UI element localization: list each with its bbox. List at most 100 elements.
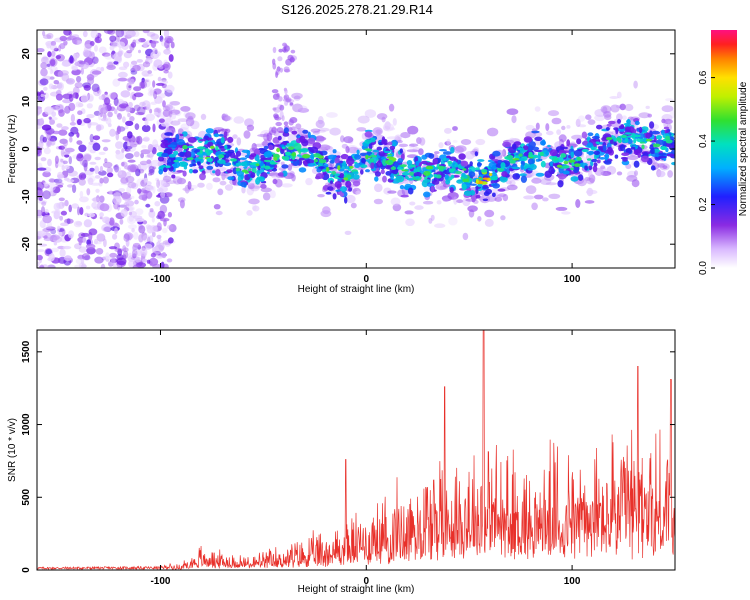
heatmap-cell bbox=[535, 172, 545, 177]
heatmap-cell bbox=[71, 65, 78, 71]
heatmap-cell bbox=[138, 234, 144, 243]
heatmap-cell bbox=[40, 157, 47, 162]
heatmap-cell bbox=[409, 143, 419, 147]
heatmap-cell bbox=[37, 230, 46, 237]
heatmap-cell bbox=[115, 56, 122, 62]
heatmap-cell bbox=[46, 140, 50, 149]
heatmap-cell bbox=[665, 98, 674, 102]
heatmap-cell bbox=[340, 186, 347, 192]
heatmap-cell bbox=[163, 167, 168, 173]
heatmap-cell bbox=[80, 67, 84, 75]
heatmap-cell bbox=[596, 159, 601, 164]
heatmap-cell bbox=[80, 232, 90, 237]
heatmap-cell bbox=[125, 120, 134, 126]
heatmap-cell bbox=[380, 169, 385, 175]
heatmap-cell bbox=[520, 164, 524, 171]
heatmap-cell bbox=[95, 124, 102, 132]
heatmap-cell bbox=[104, 158, 108, 164]
heatmap-cell bbox=[51, 50, 56, 57]
heatmap-cell bbox=[639, 141, 646, 144]
heatmap-cell bbox=[430, 214, 435, 221]
heatmap-cell bbox=[171, 113, 177, 120]
heatmap-cell bbox=[484, 218, 494, 227]
y-tick-label: -20 bbox=[21, 237, 32, 252]
heatmap-cell bbox=[158, 118, 165, 123]
heatmap-cell bbox=[360, 164, 368, 168]
heatmap-cell bbox=[475, 138, 486, 146]
heatmap-cell bbox=[167, 237, 174, 244]
heatmap-cell bbox=[147, 172, 153, 176]
heatmap-cell bbox=[154, 201, 161, 207]
heatmap-cell bbox=[650, 165, 656, 171]
heatmap-cell bbox=[60, 222, 69, 227]
y-tick-label: 1500 bbox=[21, 340, 32, 363]
heatmap-cell bbox=[138, 38, 146, 43]
heatmap-cell bbox=[396, 139, 403, 144]
heatmap-cell bbox=[556, 164, 563, 168]
heatmap-cell bbox=[75, 101, 82, 108]
heatmap-cell bbox=[168, 101, 174, 110]
heatmap-cell bbox=[452, 139, 458, 143]
heatmap-cell bbox=[525, 124, 535, 131]
heatmap-cell bbox=[586, 158, 592, 161]
heatmap-cell bbox=[535, 122, 540, 130]
heatmap-cell bbox=[520, 175, 528, 183]
heatmap-cell bbox=[59, 35, 68, 42]
heatmap-cell bbox=[151, 247, 156, 252]
heatmap-cell bbox=[126, 185, 132, 195]
heatmap-cell bbox=[74, 82, 83, 89]
heatmap-cell bbox=[103, 226, 111, 232]
heatmap-cell bbox=[161, 139, 169, 144]
heatmap-cell bbox=[58, 231, 63, 237]
heatmap-cell bbox=[163, 192, 172, 197]
heatmap-cell bbox=[135, 208, 144, 216]
heatmap-cell bbox=[547, 144, 551, 148]
heatmap-cell bbox=[442, 151, 452, 155]
heatmap-cell bbox=[156, 222, 162, 231]
heatmap-cell bbox=[180, 106, 191, 112]
heatmap-cell bbox=[157, 187, 164, 193]
heatmap-cell bbox=[568, 159, 576, 163]
heatmap-cell bbox=[462, 232, 469, 241]
heatmap-cell bbox=[352, 171, 359, 175]
heatmap-cell bbox=[42, 136, 47, 143]
heatmap-cell bbox=[604, 153, 610, 160]
heatmap-cell bbox=[650, 147, 655, 154]
snr-series-line bbox=[37, 330, 675, 570]
heatmap-cell bbox=[116, 257, 127, 266]
heatmap-cell bbox=[205, 128, 214, 134]
heatmap-cell bbox=[163, 69, 169, 74]
heatmap-cell bbox=[656, 170, 666, 178]
heatmap-cell bbox=[475, 194, 481, 199]
heatmap-cell bbox=[41, 201, 47, 206]
heatmap-cell bbox=[213, 133, 220, 138]
heatmap-cell bbox=[428, 153, 435, 159]
heatmap-cell bbox=[591, 158, 598, 163]
heatmap-cell bbox=[132, 64, 141, 72]
heatmap-cell bbox=[138, 225, 146, 234]
heatmap-cell bbox=[102, 216, 111, 224]
heatmap-cell bbox=[133, 231, 139, 240]
heatmap-cell bbox=[450, 174, 455, 179]
heatmap-cell bbox=[226, 169, 233, 174]
heatmap-cell bbox=[86, 103, 93, 109]
heatmap-cell bbox=[136, 106, 146, 115]
heatmap-cell bbox=[37, 261, 41, 267]
heatmap-cell bbox=[54, 209, 61, 216]
heatmap-cell bbox=[506, 184, 518, 191]
heatmap-cell bbox=[431, 179, 440, 185]
heatmap-cell bbox=[263, 159, 271, 163]
heatmap-cell bbox=[37, 209, 43, 217]
heatmap-cell bbox=[400, 132, 411, 139]
heatmap-cell bbox=[555, 206, 568, 211]
heatmap-cell bbox=[160, 191, 166, 198]
heatmap-cell bbox=[636, 133, 645, 139]
heatmap-cell bbox=[136, 59, 143, 63]
heatmap-cell bbox=[110, 256, 116, 266]
heatmap-cell bbox=[148, 87, 155, 94]
heatmap-cell bbox=[557, 172, 567, 180]
heatmap-cell bbox=[86, 175, 96, 183]
heatmap-cell bbox=[386, 156, 394, 159]
heatmap-cell bbox=[48, 58, 58, 67]
heatmap-cell bbox=[454, 162, 459, 168]
